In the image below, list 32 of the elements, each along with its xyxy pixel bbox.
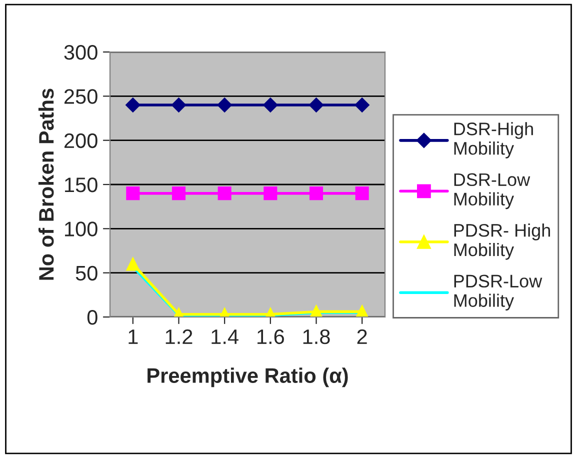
x-tick-label: 2 — [357, 329, 367, 344]
y-tick-label: 300 — [64, 45, 98, 60]
point — [355, 186, 369, 200]
point — [171, 98, 186, 112]
point — [264, 186, 278, 200]
point — [354, 98, 370, 112]
y-tick-label: 150 — [65, 178, 98, 192]
legend-label: DSR-Low Mobility — [454, 173, 530, 210]
legend-label: DSR-High Mobility — [454, 122, 533, 158]
legend-label: PDSR- High Mobility — [454, 224, 550, 260]
y-tick-label: 250 — [64, 89, 98, 104]
legend-label: PDSR-Low Mobility — [454, 274, 542, 311]
y-tick-label: 50 — [76, 266, 98, 281]
x-tick-label: 1.6 — [258, 329, 284, 344]
point — [217, 98, 232, 112]
point — [309, 186, 324, 200]
y-tick-label: 100 — [65, 222, 98, 236]
point — [172, 186, 186, 200]
point — [308, 98, 324, 112]
y-tick-label: 200 — [64, 133, 98, 148]
y-tick-label: 0 — [87, 310, 98, 325]
y-axis-title: No of Broken Paths — [38, 88, 54, 280]
x-tick-label: 1.2 — [166, 329, 192, 344]
point — [126, 257, 140, 271]
point — [218, 186, 232, 200]
x-tick-label: 1.8 — [303, 329, 330, 344]
x-axis-title: Preemptive Ratio (α) — [148, 368, 348, 388]
x-tick-label: 1 — [128, 330, 138, 344]
point — [126, 98, 140, 112]
point — [263, 98, 278, 112]
point — [126, 186, 140, 200]
x-tick-label: 1.4 — [212, 330, 238, 344]
